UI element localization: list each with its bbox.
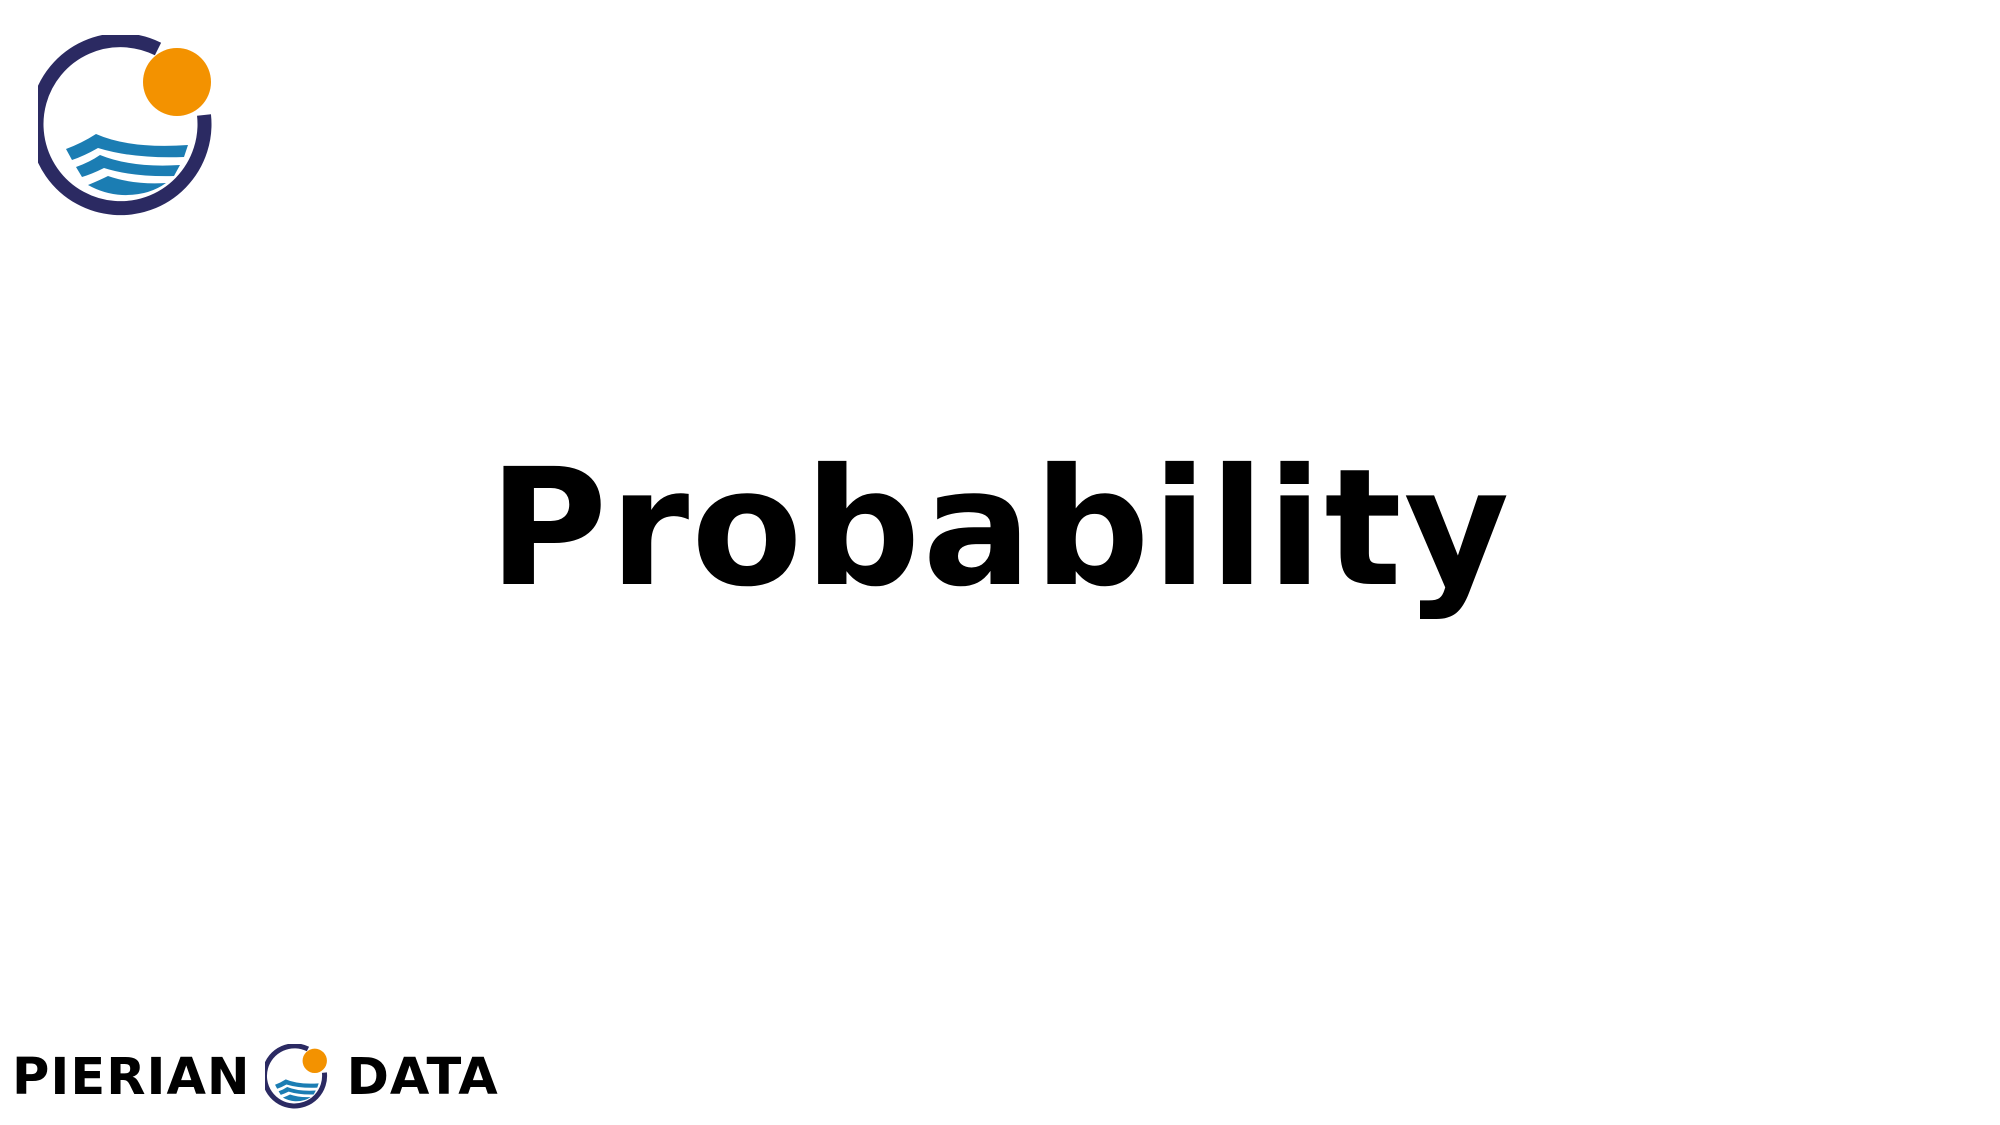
pierian-data-logo-icon [29,33,228,225]
slide-title: Probability [488,435,1512,623]
pierian-data-logo-icon [261,1042,333,1112]
footer-brand: PIERIAN DATA [12,1030,499,1125]
brand-word-data: DATA [346,1048,499,1107]
brand-word-pierian: PIERIAN [12,1048,251,1107]
